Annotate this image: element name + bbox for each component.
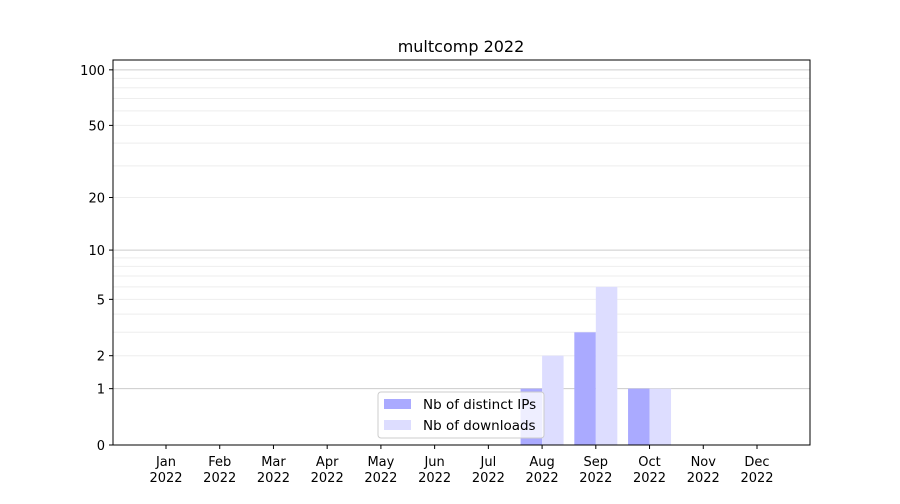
bars — [520, 286, 672, 445]
x-tick-label: 2022 — [257, 471, 290, 486]
y-tick-label: 2 — [97, 350, 105, 365]
bar-distinct-ips — [574, 332, 596, 445]
x-tick-label: 2022 — [203, 471, 236, 486]
x-tick-label: 2022 — [149, 471, 182, 486]
x-tick-label: Aug — [529, 455, 554, 470]
x-tick-label: Dec — [744, 455, 769, 470]
bar-downloads — [649, 388, 672, 445]
bar-downloads — [595, 286, 618, 445]
y-axis: 0 1 2 5 10 20 50 100 — [80, 64, 113, 454]
grid — [113, 69, 810, 390]
x-tick-label: 2022 — [526, 471, 559, 486]
legend-label-ips: Nb of distinct IPs — [423, 397, 536, 413]
y-tick-label: 5 — [97, 293, 105, 308]
x-tick-label: 2022 — [579, 471, 612, 486]
x-tick-label: Jan — [155, 455, 176, 470]
legend-swatch-downloads — [384, 420, 411, 430]
x-tick-label: 2022 — [687, 471, 720, 486]
bar-downloads — [542, 355, 564, 445]
x-tick-label: 2022 — [633, 471, 666, 486]
x-tick-label: Sep — [584, 455, 609, 470]
y-tick-label: 0 — [97, 439, 105, 454]
x-tick-label: 2022 — [364, 471, 397, 486]
x-tick-label: Mar — [261, 455, 286, 470]
x-tick-label: Oct — [638, 455, 660, 470]
x-tick-label: 2022 — [418, 471, 451, 486]
chart-title: multcomp 2022 — [398, 37, 525, 56]
legend-box — [377, 391, 545, 439]
y-tick-label: 50 — [88, 119, 105, 134]
x-tick-label: Jul — [480, 455, 497, 470]
x-tick-label: Nov — [691, 455, 717, 470]
x-tick-label: Apr — [316, 455, 339, 470]
legend-swatch-ips — [384, 399, 411, 409]
x-tick-label: Feb — [208, 455, 231, 470]
y-tick-label: 1 — [97, 383, 105, 398]
x-axis: Jan2022Feb2022Mar2022Apr2022May2022Jun20… — [149, 445, 774, 486]
y-tick-label: 20 — [88, 192, 105, 207]
y-tick-label: 10 — [88, 244, 105, 259]
x-tick-label: 2022 — [311, 471, 344, 486]
plot-frame — [112, 59, 811, 446]
legend-label-downloads: Nb of downloads — [423, 418, 536, 434]
x-tick-label: 2022 — [472, 471, 505, 486]
x-tick-label: Jun — [423, 455, 444, 470]
legend: Nb of distinct IPs Nb of downloads — [377, 391, 545, 439]
y-tick-label: 100 — [80, 64, 105, 79]
bar-distinct-ips — [628, 388, 650, 445]
x-tick-label: 2022 — [740, 471, 773, 486]
x-tick-label: May — [367, 455, 394, 470]
